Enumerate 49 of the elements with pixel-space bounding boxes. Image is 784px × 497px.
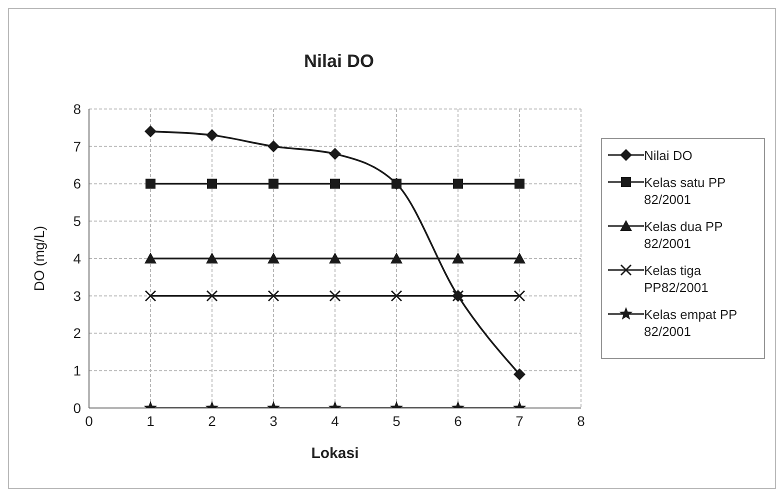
y-tick-label: 3	[73, 288, 82, 304]
x-tick-label: 7	[516, 412, 524, 429]
point	[268, 252, 280, 264]
point	[453, 178, 463, 189]
point	[207, 178, 217, 189]
point	[329, 148, 341, 160]
y-axis-title: DO (mg/L)	[30, 226, 47, 292]
point	[206, 252, 218, 264]
x-tick-label: 8	[577, 412, 586, 429]
point	[144, 290, 156, 302]
x-axis-title: Lokasi	[311, 445, 359, 462]
y-tick-label: 1	[73, 362, 82, 379]
point	[514, 178, 524, 189]
x-tick-label: 4	[331, 412, 340, 429]
point	[144, 252, 156, 264]
y-tick-label: 7	[73, 138, 82, 154]
point	[390, 290, 402, 302]
legend-label: Kelas tiga PP82/2001	[644, 262, 710, 296]
legend-label: Kelas dua PP 82/2001	[644, 218, 724, 252]
point	[206, 290, 218, 302]
point	[330, 178, 340, 189]
x-tick-label: 0	[85, 412, 94, 429]
point	[514, 290, 526, 302]
point	[329, 290, 341, 302]
y-tick-label: 5	[73, 213, 82, 230]
point	[268, 140, 280, 152]
x-tick-label: 2	[208, 412, 216, 429]
point	[268, 178, 278, 189]
legend-label: Nilai DO	[644, 147, 692, 164]
point	[390, 252, 402, 264]
x-tick-label: 1	[146, 412, 155, 429]
legend-label: Kelas satu PP 82/2001	[644, 174, 726, 208]
y-tick-label: 2	[73, 325, 82, 342]
x-tick-label: 5	[392, 412, 401, 429]
point	[146, 178, 156, 189]
point	[144, 125, 156, 138]
x-tick-label: 3	[270, 412, 278, 429]
y-tick-label: 6	[73, 176, 82, 192]
x-tick-label: 6	[454, 412, 462, 429]
point	[206, 129, 218, 142]
point	[329, 252, 341, 264]
legend-label: Kelas empat PP 82/2001	[644, 306, 738, 340]
y-tick-label: 8	[73, 100, 82, 117]
point	[514, 252, 526, 264]
point	[452, 252, 464, 264]
y-tick-label: 0	[73, 400, 82, 416]
point	[268, 290, 280, 302]
y-tick-label: 4	[73, 250, 82, 266]
chart-title: Nilai DO	[302, 51, 375, 72]
